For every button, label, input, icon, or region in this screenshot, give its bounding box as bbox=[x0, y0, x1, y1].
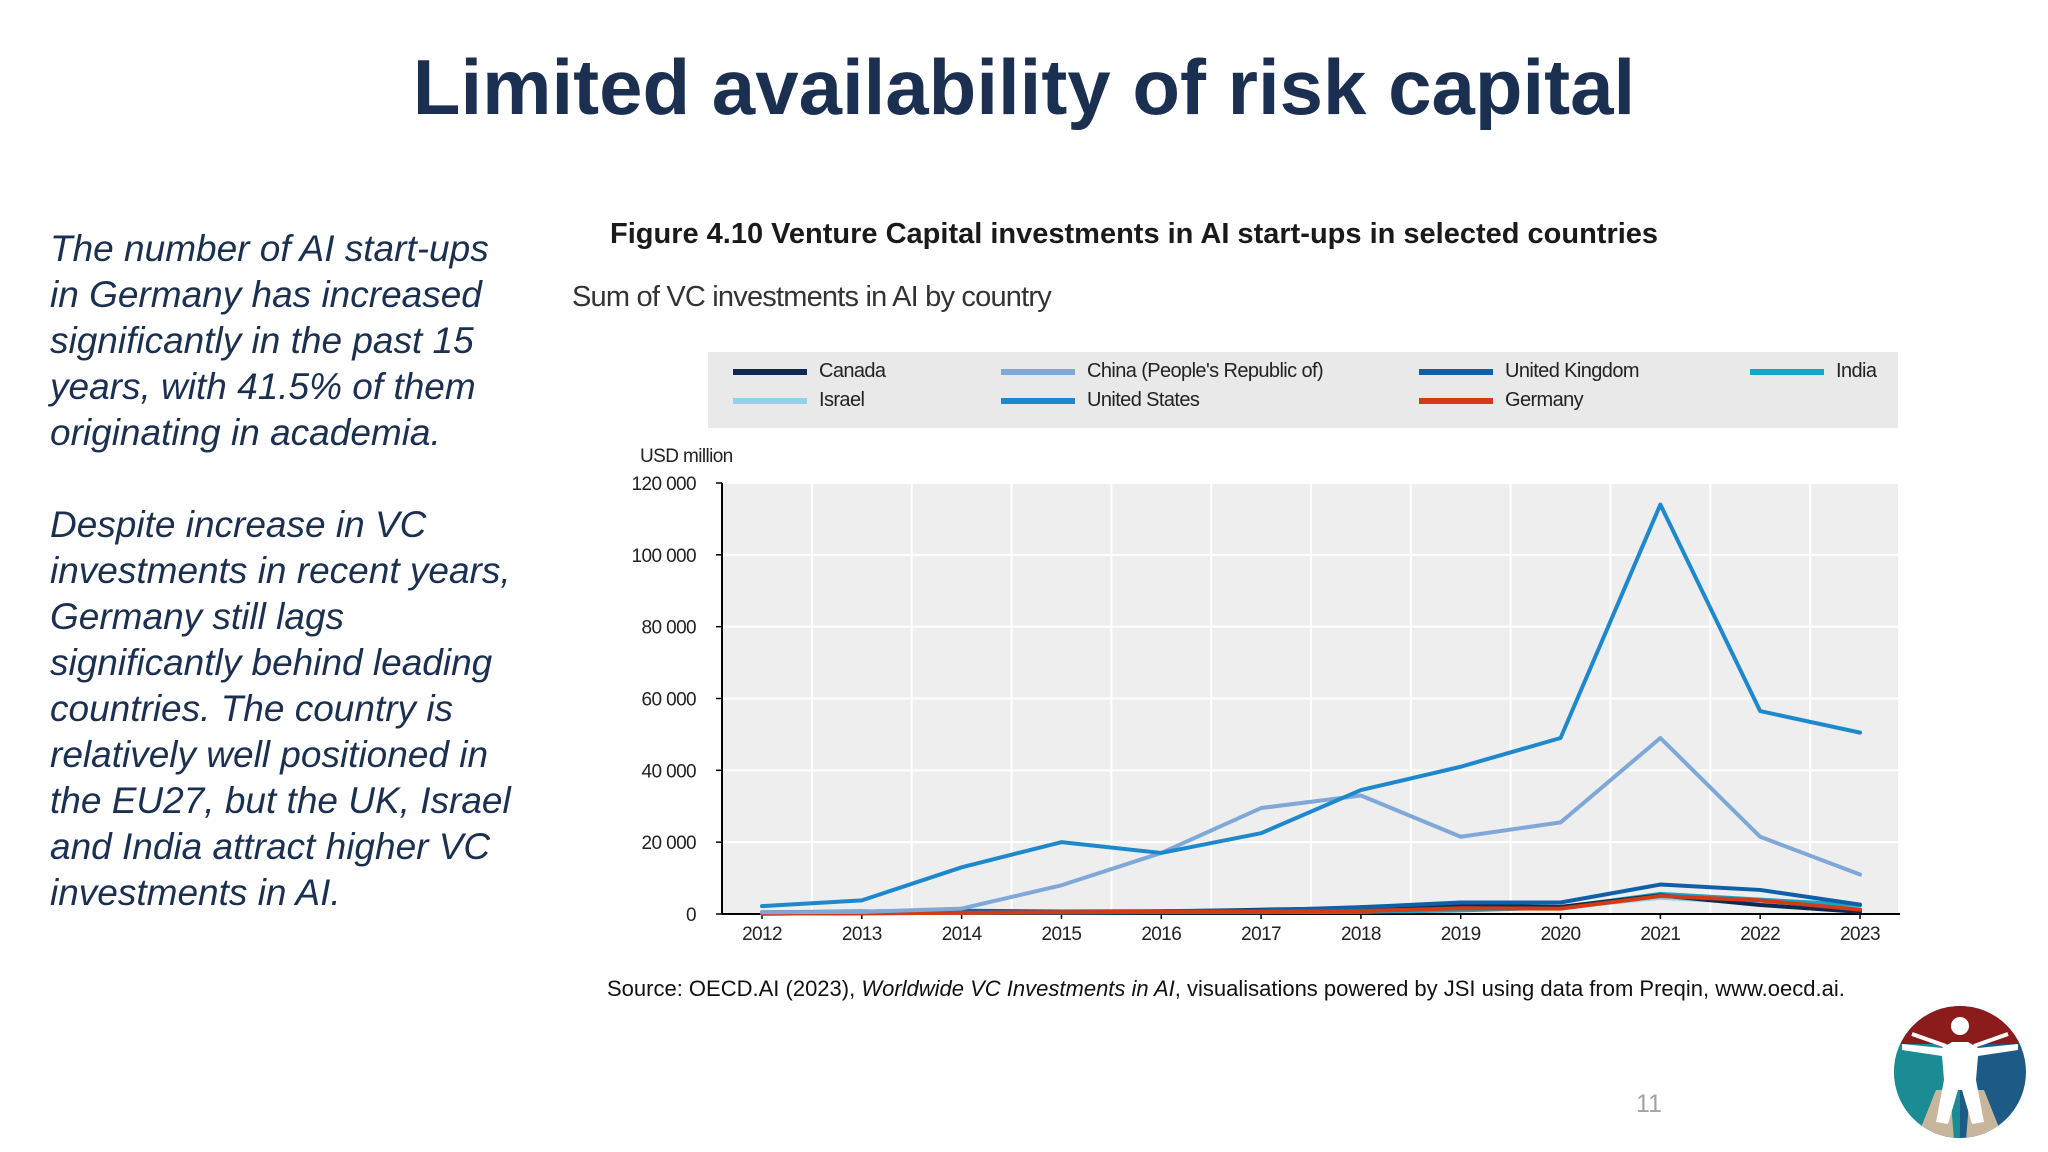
y-tick-label: 20 000 bbox=[641, 833, 696, 854]
vitruvian-man-logo-icon bbox=[1894, 1006, 2026, 1138]
legend-item-germany: Germany bbox=[1419, 389, 1584, 412]
source-suffix: , visualisations powered by JSI using da… bbox=[1174, 976, 1845, 1001]
body-text: The number of AI start-ups in Germany ha… bbox=[50, 226, 520, 916]
y-tick-label: 120 000 bbox=[632, 474, 697, 495]
x-tick-label: 2014 bbox=[942, 924, 983, 945]
source-note: Source: OECD.AI (2023), Worldwide VC Inv… bbox=[607, 976, 2047, 1002]
x-tick-label: 2021 bbox=[1640, 924, 1680, 945]
legend-swatch bbox=[733, 368, 807, 375]
legend-item-united-kingdom: United Kingdom bbox=[1419, 360, 1640, 383]
x-tick-label: 2020 bbox=[1541, 924, 1581, 945]
x-tick-label: 2012 bbox=[742, 924, 782, 945]
legend-swatch bbox=[733, 397, 807, 404]
x-tick-label: 2019 bbox=[1441, 924, 1481, 945]
paragraph-startups: The number of AI start-ups in Germany ha… bbox=[50, 228, 489, 453]
slide-title: Limited availability of risk capital bbox=[412, 43, 1636, 131]
x-tick-label: 2022 bbox=[1740, 924, 1780, 945]
y-tick-label: 60 000 bbox=[641, 690, 696, 711]
x-tick-label: 2016 bbox=[1141, 924, 1181, 945]
x-tick-label: 2018 bbox=[1341, 924, 1381, 945]
legend-label: Canada bbox=[819, 360, 886, 382]
x-tick-label: 2017 bbox=[1241, 924, 1281, 945]
legend-label: Israel bbox=[819, 389, 865, 411]
legend-item-india: India bbox=[1750, 360, 1877, 383]
y-tick-label: 100 000 bbox=[632, 546, 697, 567]
legend-swatch bbox=[1419, 397, 1493, 404]
legend-swatch bbox=[1001, 368, 1075, 375]
legend-item-china: China (People's Republic of) bbox=[1001, 360, 1324, 383]
legend-label: Germany bbox=[1505, 389, 1584, 411]
source-prefix: Source: OECD.AI (2023), bbox=[607, 976, 862, 1001]
y-tick-label: 80 000 bbox=[641, 618, 696, 639]
y-axis-label: USD million bbox=[640, 446, 733, 467]
page-number: 11 bbox=[1636, 1090, 1662, 1118]
legend-item-canada: Canada bbox=[733, 360, 886, 383]
x-tick-label: 2015 bbox=[1042, 924, 1082, 945]
legend-label: United Kingdom bbox=[1505, 360, 1640, 382]
legend-swatch bbox=[1001, 397, 1075, 404]
legend-item-israel: Israel bbox=[733, 389, 865, 412]
figure-title: Figure 4.10 Venture Capital investments … bbox=[610, 218, 1659, 250]
series-line-germany bbox=[760, 894, 1862, 916]
y-tick-label: 40 000 bbox=[641, 761, 696, 782]
legend-label: China (People's Republic of) bbox=[1087, 360, 1324, 382]
y-tick-label: 0 bbox=[686, 905, 696, 926]
x-tick-label: 2013 bbox=[842, 924, 882, 945]
source-title: Worldwide VC Investments in AI bbox=[861, 976, 1175, 1001]
legend-item-united-states: United States bbox=[1001, 389, 1200, 412]
series-line-china-people-s-republic-of bbox=[760, 736, 1862, 915]
chart-title: Sum of VC investments in AI by country bbox=[572, 281, 1052, 313]
paragraph-vc-investments: Despite increase in VC investments in re… bbox=[50, 504, 511, 913]
x-tick-label: 2023 bbox=[1840, 924, 1880, 945]
series-line-united-states bbox=[760, 502, 1862, 909]
legend-label: United States bbox=[1087, 389, 1200, 411]
legend-label: India bbox=[1836, 360, 1877, 382]
legend-swatch bbox=[1750, 368, 1824, 375]
legend-swatch bbox=[1419, 368, 1493, 375]
chart-legend: Canada China (People's Republic of) Unit… bbox=[708, 352, 1898, 428]
